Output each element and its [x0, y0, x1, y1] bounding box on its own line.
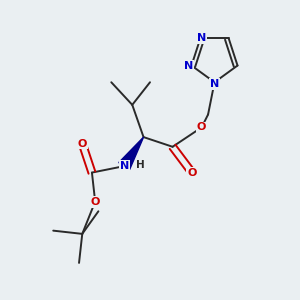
Text: O: O — [197, 122, 206, 132]
Text: N: N — [196, 33, 206, 43]
Text: N: N — [210, 79, 219, 89]
Text: O: O — [187, 168, 196, 178]
Text: N: N — [120, 161, 129, 171]
Text: N: N — [184, 61, 194, 70]
Polygon shape — [119, 137, 143, 170]
Text: O: O — [78, 139, 87, 148]
Text: O: O — [91, 196, 100, 207]
Text: H: H — [136, 160, 145, 170]
